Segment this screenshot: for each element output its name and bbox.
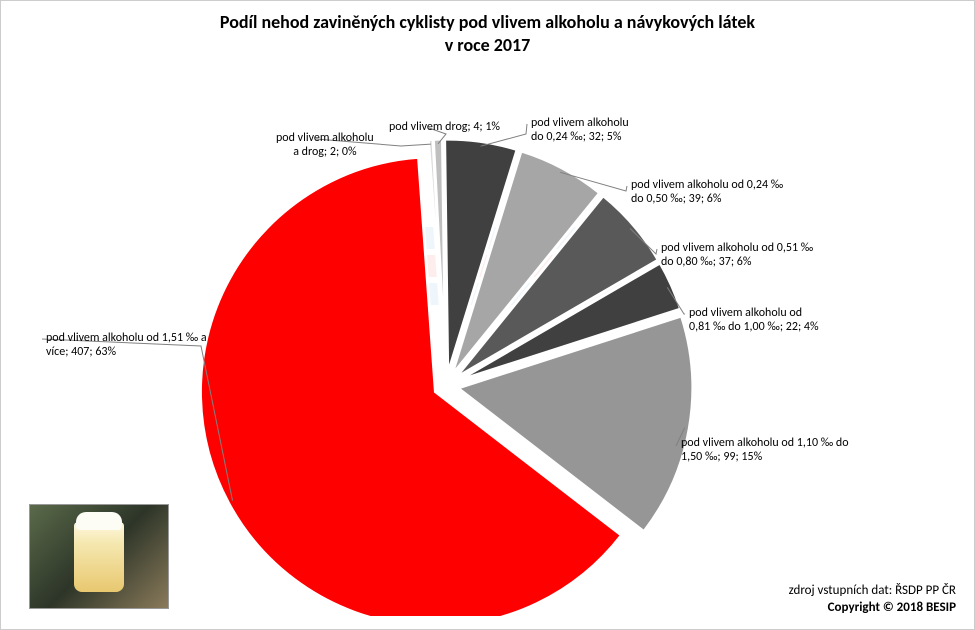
label-alc_151up: pod vlivem alkoholu od 1,51 ‰ avíce; 407… <box>46 331 207 360</box>
label-alc_024: pod vlivem alkoholudo 0,24 ‰; 32; 5% <box>531 116 629 145</box>
title-line2: v roce 2017 <box>1 34 974 57</box>
label-alc_051_080: pod vlivem alkoholu od 0,51 ‰do 0,80 ‰; … <box>661 241 813 270</box>
chart-area: pod vlivem drog; 4; 1% pod vlivem alkohol… <box>1 56 975 576</box>
title-line1: Podíl nehod zaviněných cyklisty pod vliv… <box>1 11 974 34</box>
footer-copyright: Copyright © 2018 BESIP <box>789 599 956 617</box>
label-alc_081_100: pod vlivem alkoholu od0,81 ‰ do 1,00 ‰; … <box>689 306 819 335</box>
beer-photo <box>29 504 169 609</box>
footer: zdroj vstupních dat: ŘSDP PP ČR Copyrigh… <box>789 582 956 617</box>
chart-title: Podíl nehod zaviněných cyklisty pod vliv… <box>1 1 974 56</box>
label-drugs: pod vlivem drog; 4; 1% <box>389 120 500 134</box>
label-alc_drugs: pod vlivem alkoholua drog; 2; 0% <box>276 131 374 160</box>
footer-source: zdroj vstupních dat: ŘSDP PP ČR <box>789 582 956 600</box>
label-alc_024_050: pod vlivem alkoholu od 0,24 ‰do 0,50 ‰; … <box>631 178 783 207</box>
label-alc_110_150: pod vlivem alkoholu od 1,10 ‰ do1,50 ‰; … <box>681 436 849 465</box>
